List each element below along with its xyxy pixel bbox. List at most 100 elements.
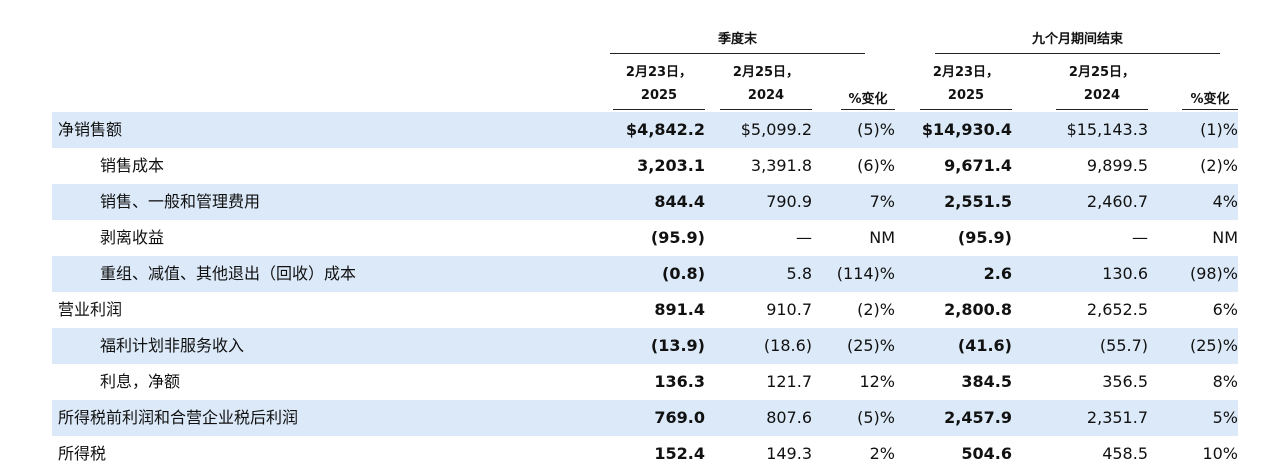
table-row: 销售成本 3,203.1 3,391.8 (6)% 9,671.4 9,899.5 (2)%: [52, 148, 1238, 184]
table-cell: 384.5: [961, 372, 1012, 391]
table-cell: 769.0: [654, 408, 705, 427]
table-cell: 504.6: [961, 444, 1012, 463]
row-label: 所得税: [58, 444, 107, 463]
column-header: 2月25日，: [1068, 65, 1136, 80]
column-underline: [613, 109, 705, 110]
table-cell: 4%: [1212, 192, 1238, 211]
column-header: 2月25日，: [732, 65, 800, 80]
column-header: 2月23日，: [932, 65, 1000, 80]
table-cell: 10%: [1202, 444, 1238, 463]
table-cell: 2,652.5: [1086, 300, 1148, 319]
table-cell: 807.6: [766, 408, 812, 427]
row-label: 福利计划非服务收入: [100, 336, 245, 355]
table-cell: 130.6: [1102, 264, 1148, 283]
table-cell: 8%: [1212, 372, 1238, 391]
table-cell: 152.4: [654, 444, 705, 463]
table-cell: (95.9): [957, 228, 1012, 247]
table-row: 剥离收益 (95.9) — NM (95.9) — NM: [52, 220, 1238, 256]
row-label: 销售成本: [100, 156, 165, 175]
row-label: 重组、减值、其他退出（回收）成本: [100, 264, 357, 283]
table-cell: 9,899.5: [1086, 156, 1148, 175]
table-cell: 3,391.8: [750, 156, 812, 175]
table-cell: 2,457.9: [944, 408, 1012, 427]
column-header: %变化: [848, 92, 888, 107]
table-cell: 2,351.7: [1086, 408, 1148, 427]
column-underline: [720, 109, 812, 110]
table-cell: 121.7: [766, 372, 812, 391]
table-cell: 5%: [1212, 408, 1238, 427]
table-cell: (13.9): [650, 336, 705, 355]
table-cell: 6%: [1212, 300, 1238, 319]
table-cell: 790.9: [766, 192, 812, 211]
table-cell: (1)%: [1200, 120, 1238, 139]
column-underline: [1056, 109, 1148, 110]
table-row: 营业利润 891.4 910.7 (2)% 2,800.8 2,652.5 6%: [52, 292, 1238, 328]
table-cell: 844.4: [654, 192, 705, 211]
table-cell: 3,203.1: [637, 156, 705, 175]
table-cell: (2)%: [857, 300, 895, 319]
column-header: 2025: [640, 88, 678, 103]
table-cell: 356.5: [1102, 372, 1148, 391]
table-cell: 910.7: [766, 300, 812, 319]
table-cell: (5)%: [857, 120, 895, 139]
table-cell: (95.9): [650, 228, 705, 247]
table-cell: (18.6): [763, 336, 812, 355]
row-label: 利息，净额: [100, 372, 181, 391]
group-underline: [610, 53, 865, 54]
column-header: 2024: [1083, 88, 1121, 103]
group-header: 季度末: [717, 32, 757, 47]
column-underline: [841, 109, 895, 110]
table-cell: (25)%: [1189, 336, 1238, 355]
row-label: 营业利润: [58, 300, 123, 319]
table-cell: (41.6): [957, 336, 1012, 355]
row-label: 剥离收益: [100, 228, 165, 247]
table-cell: (5)%: [857, 408, 895, 427]
table-cell: (25)%: [846, 336, 895, 355]
row-label: 销售、一般和管理费用: [100, 192, 261, 211]
table-cell: (6)%: [857, 156, 895, 175]
table-cell: 2%: [869, 444, 895, 463]
column-underline: [1182, 109, 1238, 110]
table-cell: 2,460.7: [1086, 192, 1148, 211]
table-cell: —: [1132, 228, 1148, 247]
table-cell: (98)%: [1189, 264, 1238, 283]
table-cell: (0.8): [662, 264, 705, 283]
row-label: 所得税前利润和合营企业税后利润: [58, 408, 299, 427]
table-cell: 2,551.5: [944, 192, 1012, 211]
table-cell: 2,800.8: [944, 300, 1012, 319]
table-cell: (114)%: [836, 264, 895, 283]
table-cell: (2)%: [1200, 156, 1238, 175]
table-row: 所得税 152.4 149.3 2% 504.6 458.5 10%: [52, 436, 1238, 472]
column-underline: [920, 109, 1012, 110]
table-cell: 149.3: [766, 444, 812, 463]
table-cell: 7%: [869, 192, 895, 211]
table-cell: 891.4: [654, 300, 705, 319]
column-header: 2月23日，: [625, 65, 693, 80]
table-row: 利息，净额 136.3 121.7 12% 384.5 356.5 8%: [52, 364, 1238, 400]
table-cell: NM: [869, 228, 895, 247]
table-cell: $5,099.2: [740, 120, 812, 139]
column-header: 2024: [747, 88, 785, 103]
table-row: 净销售额 $4,842.2 $5,099.2 (5)% $14,930.4 $15,143…: [52, 112, 1238, 148]
column-header: %变化: [1190, 92, 1230, 107]
table-cell: 2.6: [983, 264, 1012, 283]
group-underline: [935, 53, 1220, 54]
table-row: 重组、减值、其他退出（回收）成本 (0.8) 5.8 (114)% 2.6 130.6 (9…: [52, 256, 1238, 292]
table-cell: 12%: [859, 372, 895, 391]
table-cell: NM: [1212, 228, 1238, 247]
table-cell: $14,930.4: [921, 120, 1012, 139]
table-cell: 136.3: [654, 372, 705, 391]
table-cell: $15,143.3: [1066, 120, 1148, 139]
row-label: 净销售额: [58, 120, 123, 139]
table-row: 所得税前利润和合营企业税后利润 769.0 807.6 (5)% 2,457.9 2,35…: [52, 400, 1238, 436]
table-row: 福利计划非服务收入 (13.9) (18.6) (25)% (41.6) (55.7) (2…: [52, 328, 1238, 364]
table-cell: $4,842.2: [626, 120, 705, 139]
table-cell: 458.5: [1102, 444, 1148, 463]
column-header: 2025: [947, 88, 985, 103]
group-header: 九个月期间结束: [1031, 32, 1123, 47]
table-cell: 9,671.4: [944, 156, 1012, 175]
table-cell: —: [796, 228, 812, 247]
table-cell: (55.7): [1099, 336, 1148, 355]
table-row: 销售、一般和管理费用 844.4 790.9 7% 2,551.5 2,460.7 4%: [52, 184, 1238, 220]
